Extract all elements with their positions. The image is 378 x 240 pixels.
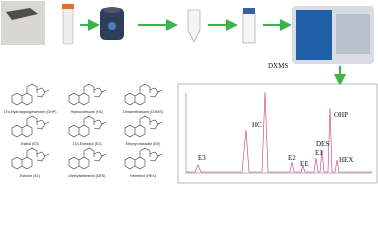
peak-label: EE [300,160,309,168]
lc-ms-body [336,14,370,54]
peak-label: DES [316,140,329,148]
compound-name: Dexamethasone (DXMS) [123,110,163,114]
compound-name: Hexestrol (HEX) [130,174,156,178]
vortex-knob [108,22,116,30]
structure [68,147,107,170]
structure [68,83,107,106]
figure: 17α-Hydroxyprogesterone (OHP) Hydrocortis… [1,1,378,184]
peak-label: DXMS [268,62,288,70]
lc-ms-panel [296,10,332,60]
compound-name: Estriol (E3) [21,142,39,146]
structure [11,83,50,106]
compound-name: Estrone (E1) [20,174,40,178]
structure [11,147,50,170]
centrifuge-tube [187,9,201,43]
compound-name: Diethylstilbestrol (DES) [69,174,106,178]
sample [6,8,38,20]
workflow [1,1,374,86]
chromatogram [177,83,378,184]
structure [68,115,107,138]
peak-label: E3 [198,154,206,162]
compound-name: 17β-Estradiol (E2) [72,142,101,146]
trace [186,91,372,173]
structures: 17α-Hydroxyprogesterone (OHP) Hydrocortis… [4,83,163,178]
vial [242,12,256,44]
compound-name: Ethynyl estradiol (EE) [126,142,161,146]
compound-name: 17α-Hydroxyprogesterone (OHP) [4,110,57,114]
vial-cap [243,8,255,14]
compound-name: Hydrocortisone (HC) [71,110,104,114]
structure [11,115,50,138]
structure [124,147,163,170]
vortex-top [103,7,121,13]
chromatogram-frame [177,83,378,184]
tube-cap [62,4,74,9]
peak-label: HEX [339,156,353,164]
peak-label: E2 [288,154,296,162]
structure [124,83,163,106]
peak-label: HC [252,121,262,129]
sample-photo [1,1,45,45]
structure [124,115,163,138]
tube [62,5,74,45]
peak-label: E1 [315,149,323,157]
peak-label: OHP [334,111,348,119]
